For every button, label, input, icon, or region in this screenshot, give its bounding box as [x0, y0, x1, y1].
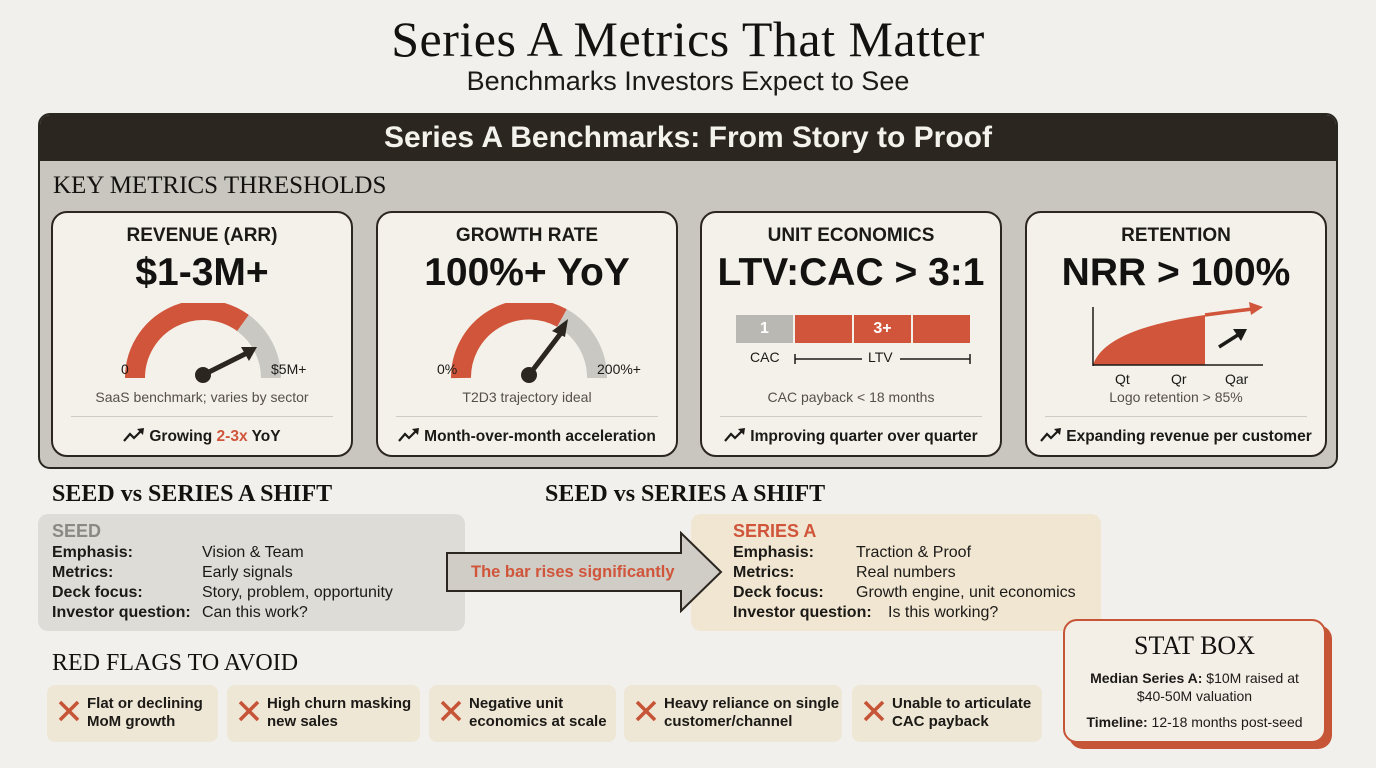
stat-median: Median Series A: $10M raised at [1090, 670, 1299, 686]
card-value: $1-3M+ [135, 251, 269, 294]
benchmarks-banner: Series A Benchmarks: From Story to Proof [40, 115, 1336, 161]
card-footer: Expanding revenue per customer [1027, 428, 1325, 446]
stat-box-title: STAT BOX [1134, 631, 1255, 660]
gauge-max-label: $5M+ [271, 361, 307, 377]
card-title: GROWTH RATE [455, 225, 599, 246]
flag-text: Unable to articulate CAC payback [892, 695, 1032, 730]
shift-arrow: The bar rises significantly [445, 531, 723, 613]
cac-axis-label: CAC [750, 349, 780, 365]
key-metrics-label: KEY METRICS THRESHOLDS [53, 172, 387, 199]
cac-segment: 1 [736, 315, 793, 343]
card-value: NRR > 100% [1061, 251, 1291, 294]
trend-up-icon [1040, 428, 1062, 442]
x-label: Qar [1225, 371, 1249, 387]
series-a-heading: SERIES A [733, 521, 817, 541]
gauge-min-label: 0 [121, 361, 129, 377]
ltv-segment [913, 315, 970, 343]
card-footer: Month-over-month acceleration [378, 428, 676, 446]
seed-heading: SEED [52, 521, 102, 541]
red-flags-title: RED FLAGS TO AVOID [52, 650, 299, 676]
stat-box: STAT BOX Median Series A: $10M raised at… [1063, 619, 1326, 743]
shift-title-left: SEED vs SERIES A SHIFT [52, 481, 333, 507]
x-label: Qt [1115, 371, 1130, 387]
gauge-min-label: 0% [437, 361, 458, 377]
series-a-box: SERIES A Emphasis: Traction & Proof Metri… [691, 514, 1101, 631]
ltv-bracket [794, 354, 971, 364]
trend-up-icon [398, 428, 420, 442]
card-note: Logo retention > 85% [1109, 389, 1243, 405]
gauge-chart [450, 303, 608, 383]
divider [396, 416, 658, 417]
card-note: CAC payback < 18 months [767, 389, 935, 405]
seed-box: SEED Emphasis: Vision & Team Metrics: Earl… [38, 514, 465, 631]
x-mark-icon [58, 700, 80, 722]
flag-text: Negative unit economics at scale [469, 695, 607, 730]
x-mark-icon [863, 700, 885, 722]
red-flag-item: High churn masking new sales [227, 685, 420, 742]
x-mark-icon [238, 700, 260, 722]
metric-card-unit-economics: UNIT ECONOMICS LTV:CAC > 3:1 1 3+ CAC LT… [700, 211, 1002, 457]
card-footer: Improving quarter over quarter [702, 428, 1000, 446]
footer-accent: 2-3x [216, 428, 248, 445]
metric-card-revenue: REVENUE (ARR) $1-3M+ 0 $5M+ SaaS benchma… [51, 211, 353, 457]
benchmarks-panel: Series A Benchmarks: From Story to Proof… [38, 113, 1338, 469]
area-chart [1092, 302, 1263, 366]
ltv-segment: 3+ [854, 315, 911, 343]
ltv-axis-label: LTV [868, 349, 893, 365]
card-value: LTV:CAC > 3:1 [717, 251, 985, 294]
arrow-right-icon [446, 531, 723, 613]
gauge-chart [125, 303, 281, 383]
red-flag-item: Unable to articulate CAC payback [852, 685, 1042, 742]
card-title: REVENUE (ARR) [126, 225, 278, 246]
stat-median-cont: $40-50M valuation [1136, 688, 1253, 704]
divider [720, 416, 982, 417]
card-title: RETENTION [1121, 225, 1231, 246]
divider [1045, 416, 1307, 417]
card-title: UNIT ECONOMICS [767, 225, 935, 246]
red-flag-item: Heavy reliance on single customer/channel [624, 685, 842, 742]
card-value: 100%+ YoY [424, 251, 630, 294]
flag-text: High churn masking new sales [267, 695, 412, 730]
metric-card-growth: GROWTH RATE 100%+ YoY 0% 200%+ T2D3 traj… [376, 211, 678, 457]
card-note: T2D3 trajectory ideal [462, 389, 592, 405]
trend-up-icon [724, 428, 746, 442]
arrow-text: The bar rises significantly [471, 563, 675, 581]
ratio-bar: 1 3+ [736, 315, 970, 343]
metric-card-retention: RETENTION NRR > 100% Qt Qr Qar Logo rete… [1025, 211, 1327, 457]
red-flag-item: Negative unit economics at scale [429, 685, 616, 742]
gauge-max-label: 200%+ [597, 361, 641, 377]
x-mark-icon [635, 700, 657, 722]
x-label: Qr [1171, 371, 1187, 387]
flag-text: Flat or declining MoM growth [87, 695, 203, 730]
stat-timeline: Timeline: 12-18 months post-seed [1086, 714, 1303, 730]
x-mark-icon [440, 700, 462, 722]
shift-title-right: SEED vs SERIES A SHIFT [545, 481, 826, 507]
red-flag-item: Flat or declining MoM growth [47, 685, 218, 742]
ltv-segment [795, 315, 852, 343]
flag-text: Heavy reliance on single customer/channel [664, 695, 840, 730]
page-title: Series A Metrics That Matter [391, 11, 985, 67]
trend-up-icon [123, 428, 145, 442]
divider [71, 416, 333, 417]
card-footer: Growing 2-3x YoY [53, 428, 351, 446]
page-subtitle: Benchmarks Investors Expect to See [466, 66, 910, 96]
card-note: SaaS benchmark; varies by sector [95, 389, 309, 405]
